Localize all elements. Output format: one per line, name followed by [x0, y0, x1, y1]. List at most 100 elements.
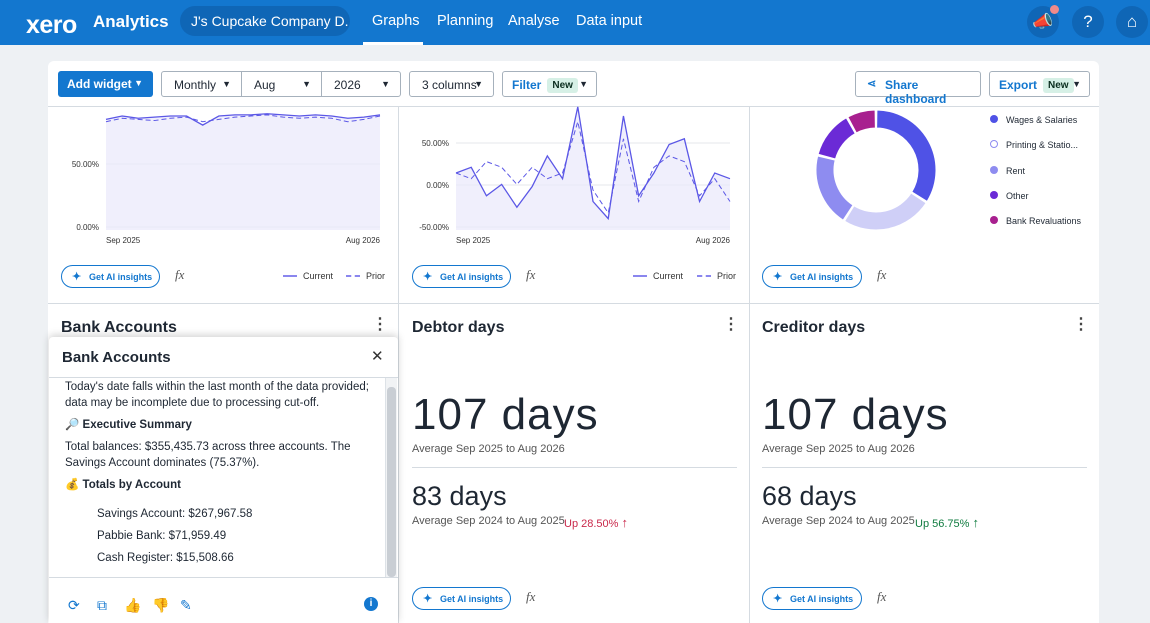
x-tick-label: Aug 2026 — [696, 236, 731, 245]
legend-current-swatch — [283, 275, 297, 277]
creditor-prior-value: 68 days — [762, 481, 857, 511]
get-ai-insights-button[interactable]: ✦ Get AI insights — [412, 265, 511, 288]
creditor-prior-caption: Average Sep 2024 to Aug 2025 — [762, 515, 915, 527]
x-tick-label: Sep 2025 — [106, 236, 141, 245]
legend-prior-swatch — [697, 275, 711, 277]
tab-planning[interactable]: Planning — [437, 13, 494, 29]
legend-label: Wages & Salaries — [1006, 115, 1078, 125]
share-icon: ⋖ — [867, 78, 877, 90]
chevron-down-icon: ▼ — [1072, 79, 1081, 89]
help-icon[interactable]: ? — [1072, 6, 1104, 38]
arrow-up-icon: ↑ — [621, 515, 629, 530]
column-divider — [749, 107, 750, 623]
xero-logo[interactable]: xero — [26, 11, 77, 39]
get-ai-insights-button[interactable]: ✦ Get AI insights — [762, 265, 862, 288]
y-tick-label: -50.00% — [419, 223, 449, 232]
legend-swatch — [990, 165, 998, 174]
close-icon[interactable]: ✕ — [371, 348, 384, 365]
info-icon[interactable]: i — [364, 597, 378, 611]
new-badge: New — [1043, 78, 1074, 93]
y-tick-label: 50.00% — [422, 139, 449, 148]
debtor-current-value: 107 days — [412, 390, 599, 439]
tab-data-input[interactable]: Data input — [576, 13, 643, 29]
legend-current-swatch — [633, 275, 647, 277]
legend-prior-swatch — [346, 275, 360, 277]
divider — [49, 577, 398, 578]
organisation-switcher[interactable]: J's Cupcake Company D... — [180, 6, 350, 36]
creditor-current-value: 107 days — [762, 390, 949, 439]
formula-icon[interactable]: fx — [877, 589, 887, 604]
export-button[interactable]: Export New ▼ — [989, 71, 1090, 97]
more-options-icon[interactable]: ⋮ — [1073, 317, 1089, 333]
formula-icon[interactable]: fx — [877, 267, 887, 282]
donut-slice — [847, 109, 876, 134]
eraser-icon[interactable]: ✎ — [180, 597, 192, 613]
share-dashboard-button[interactable]: ⋖ Share dashboard — [855, 71, 981, 106]
ai-insights-panel: Bank Accounts ✕ Today's date falls withi… — [49, 337, 398, 623]
columns-select[interactable]: 3 columns ▼ — [409, 71, 494, 97]
line-chart-1: 50.00% 0.00% Sep 2025 Aug 2026 — [72, 113, 381, 245]
formula-icon[interactable]: fx — [526, 589, 536, 604]
legend-label: Rent — [1006, 165, 1026, 176]
product-name: Analytics — [93, 12, 169, 31]
copy-icon[interactable]: ⧉ — [97, 597, 107, 613]
bank-accounts-title: Bank Accounts — [61, 319, 177, 336]
sparkle-icon: ✦ — [423, 593, 433, 605]
chevron-down-icon: ▼ — [474, 79, 483, 89]
divider — [762, 467, 1087, 468]
legend-swatch — [990, 115, 998, 123]
y-tick-label: 0.00% — [76, 223, 99, 232]
series-line-prior — [105, 114, 381, 123]
account-item: Cash Register: $15,508.66 — [97, 552, 234, 564]
donut-slice — [815, 155, 854, 221]
donut-slice — [817, 117, 856, 160]
more-options-icon[interactable]: ⋮ — [723, 317, 739, 333]
chevron-down-icon: ▼ — [381, 79, 390, 89]
get-ai-insights-button[interactable]: ✦ Get AI insights — [61, 265, 160, 288]
x-tick-label: Sep 2025 — [456, 236, 491, 245]
series-line-prior — [455, 119, 731, 215]
formula-icon[interactable]: fx — [526, 267, 536, 282]
sparkle-icon: ✦ — [72, 271, 82, 283]
money-bag-icon: 💰 — [65, 479, 80, 491]
legend-swatch — [990, 190, 998, 199]
intro-text: Today's date falls within the last month… — [65, 381, 369, 409]
x-tick-label: Aug 2026 — [346, 236, 381, 245]
chevron-down-icon: ▼ — [222, 79, 231, 89]
chevron-down-icon: ▼ — [579, 79, 588, 89]
creditor-current-caption: Average Sep 2025 to Aug 2026 — [762, 443, 915, 455]
series-line-current — [455, 106, 731, 221]
debtor-delta: Up 28.50% ↑ — [564, 515, 628, 530]
get-ai-insights-button[interactable]: ✦ Get AI insights — [412, 587, 511, 610]
thumbs-up-icon[interactable]: 👍 — [124, 597, 142, 613]
legend-label: Bank Revaluations — [1006, 216, 1082, 227]
regenerate-icon[interactable]: ⟳ — [68, 597, 80, 613]
exec-summary-heading: 🔎 Executive Summary — [65, 419, 192, 431]
debtor-prior-caption: Average Sep 2024 to Aug 2025 — [412, 515, 565, 527]
get-ai-insights-button[interactable]: ✦ Get AI insights — [762, 587, 862, 610]
row-divider — [48, 303, 1099, 304]
series-line-current — [105, 113, 381, 126]
account-item: Savings Account: $267,967.58 — [97, 508, 253, 520]
year-select[interactable]: 2026 ▼ — [321, 71, 401, 97]
divider — [412, 467, 737, 468]
add-widget-button[interactable]: Add widget ▼ — [58, 71, 153, 97]
home-icon[interactable]: ⌂ — [1116, 6, 1148, 38]
period-select[interactable]: Monthly ▼ — [161, 71, 242, 97]
sparkle-icon: ✦ — [423, 271, 433, 283]
more-options-icon[interactable]: ⋮ — [372, 317, 388, 333]
creditor-days-title: Creditor days — [762, 319, 866, 336]
formula-icon[interactable]: fx — [175, 267, 185, 282]
divider — [49, 377, 398, 378]
scrollbar-thumb[interactable] — [387, 387, 396, 577]
magnifier-icon: 🔎 — [65, 419, 80, 431]
top-nav — [0, 0, 1150, 45]
legend-item: Printing & Statio... — [990, 140, 1078, 150]
tab-graphs[interactable]: Graphs — [372, 13, 420, 29]
totals-heading: 💰 Totals by Account — [65, 479, 181, 491]
thumbs-down-icon[interactable]: 👎 — [152, 597, 170, 613]
donut-chart — [815, 109, 937, 231]
month-select[interactable]: Aug ▼ — [241, 71, 322, 97]
tab-analyse[interactable]: Analyse — [508, 13, 560, 29]
filter-button[interactable]: Filter New ▼ — [502, 71, 597, 97]
